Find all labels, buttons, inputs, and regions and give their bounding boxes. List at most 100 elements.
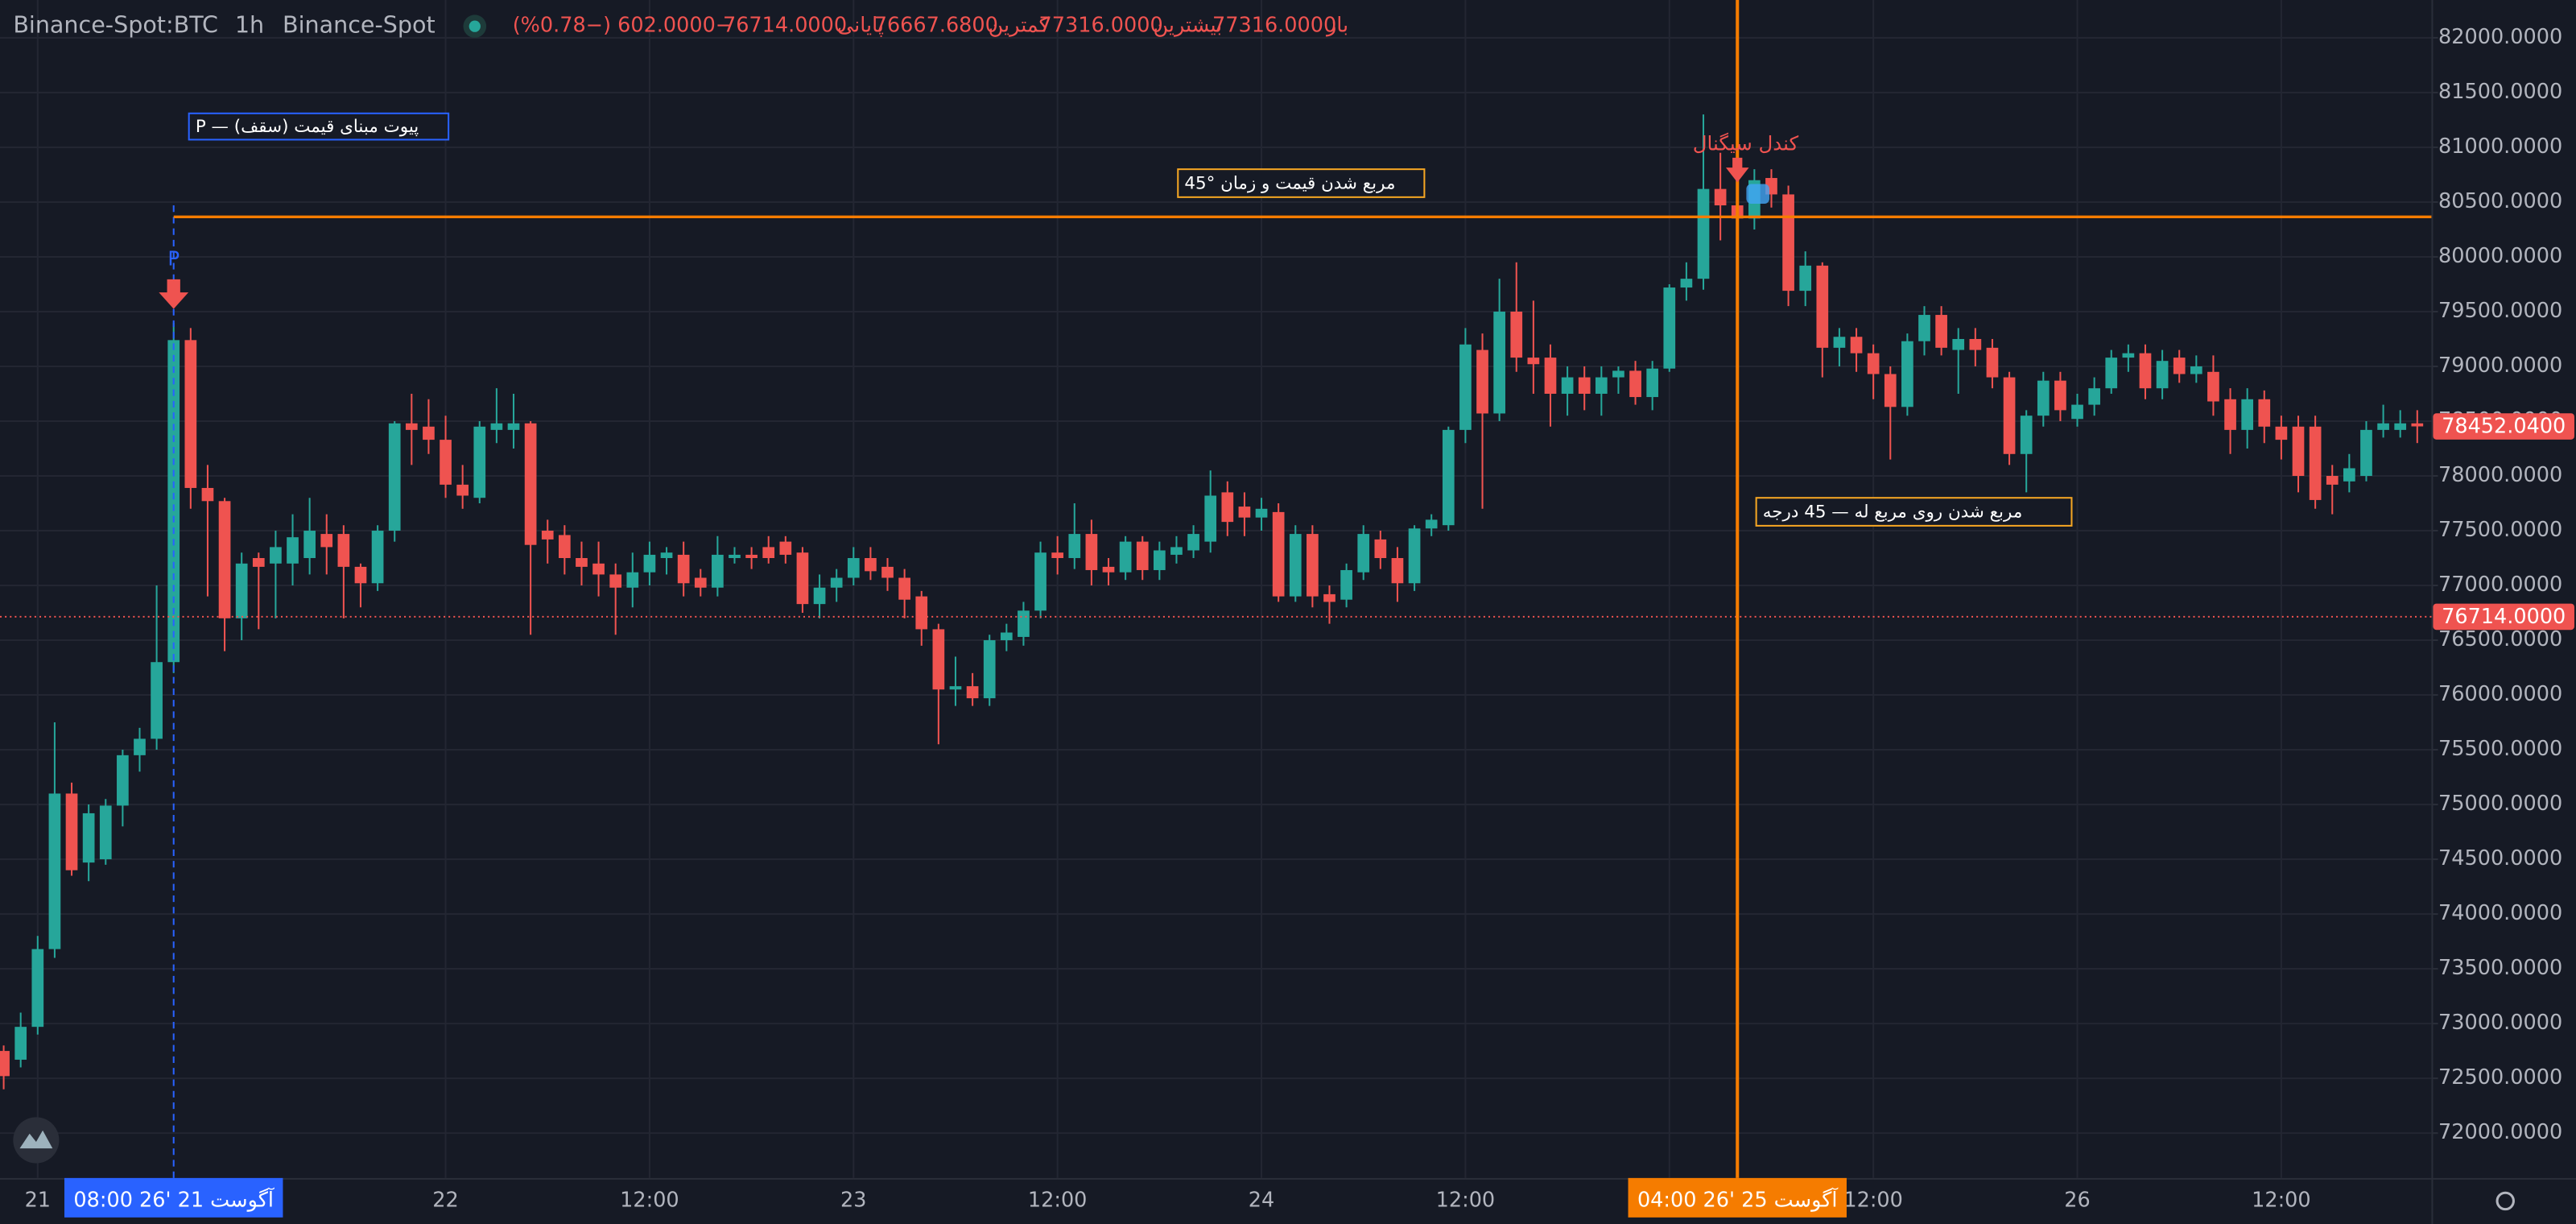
candle-body (2224, 399, 2236, 430)
crosshair-label: 08:00 26' آگوست 21 (73, 1187, 275, 1212)
candle-body (99, 805, 112, 860)
candle-body (1357, 534, 1370, 573)
quote-value: 76714.0000 (723, 14, 847, 38)
candle-body (576, 558, 588, 567)
candle-body (252, 558, 265, 567)
y-tick-label: 82000.0000 (2438, 25, 2562, 49)
candle-body (1154, 550, 1166, 570)
candle-body (1307, 534, 1319, 597)
candle-body (949, 686, 962, 690)
settings-icon[interactable] (2496, 1191, 2515, 1211)
x-tick-label: 12:00 (620, 1188, 679, 1212)
candle-body (151, 662, 163, 739)
candle-body (1680, 279, 1693, 288)
interval: 1h (235, 11, 264, 39)
quote-label: باز (1325, 14, 1348, 38)
candle-body (1816, 265, 1829, 348)
quote-value: 76667.6800 (874, 14, 998, 38)
y-tick-label: 76000.0000 (2438, 682, 2562, 706)
pivot-label: P — پیوت مبنای قیمت (سقف) (196, 117, 419, 137)
candle-body (235, 563, 248, 618)
candle-body (388, 423, 401, 531)
y-tick-label: 74000.0000 (2438, 901, 2562, 925)
candle-body (745, 554, 758, 559)
symbol: Binance-Spot:BTC (13, 11, 218, 39)
candle-body (1527, 358, 1540, 365)
candle-body (270, 547, 282, 564)
x-tick-label: 12:00 (1436, 1188, 1496, 1212)
candle-body (2275, 426, 2288, 440)
candle-body (2105, 358, 2118, 389)
candle-body (1918, 315, 1930, 341)
candle-body (592, 563, 605, 575)
y-tick-label: 75500.0000 (2438, 737, 2562, 761)
y-tick-label: 81500.0000 (2438, 80, 2562, 104)
candle-body (643, 554, 656, 573)
pivot-marker: P (167, 246, 180, 270)
candle-body (2394, 423, 2407, 430)
signal-label: کندل سیگنال (1693, 132, 1799, 155)
candle-body (2054, 380, 2066, 411)
candle-body (524, 423, 537, 545)
candle-body (1799, 265, 1812, 292)
candle-body (201, 487, 214, 502)
candle-body (1629, 370, 1641, 398)
candle-body (1000, 632, 1013, 641)
price-label-box (2433, 413, 2574, 440)
y-tick-label: 77000.0000 (2438, 573, 2562, 597)
candle-body (1187, 534, 1199, 551)
candle-body (1323, 593, 1335, 602)
candle-body (134, 738, 146, 755)
candle-body (2071, 404, 2083, 420)
candle-body (1425, 519, 1438, 529)
candle-body (167, 340, 180, 663)
logo[interactable] (13, 1117, 60, 1164)
candle-body (813, 587, 826, 605)
candle-body (966, 686, 979, 699)
candle-body (1136, 541, 1149, 570)
candle-body (1714, 188, 1727, 206)
logo-icon (19, 1130, 53, 1149)
candle-body (2088, 388, 2100, 405)
candle-body (2309, 426, 2322, 500)
price-label: 78452.0400 (2442, 415, 2566, 439)
candle-body (507, 423, 520, 430)
candle-body (762, 547, 775, 559)
candle-body (1969, 338, 1982, 350)
candle-body (1986, 347, 1999, 378)
y-tick-label: 73500.0000 (2438, 956, 2562, 980)
candle-body (65, 793, 78, 870)
square45-label-box (1755, 497, 2073, 527)
candle-body (1221, 492, 1234, 523)
candle-body (2020, 416, 2033, 454)
candle-body (371, 531, 384, 584)
y-tick-label: 76500.0000 (2438, 627, 2562, 651)
candle-body (847, 558, 860, 578)
candle-body (473, 426, 486, 498)
candle-body (1476, 349, 1488, 414)
candle-body (559, 535, 571, 559)
candle-body (2292, 426, 2305, 476)
logo-badge[interactable] (13, 1117, 60, 1164)
candles (0, 114, 2424, 1090)
candle-body (303, 531, 316, 559)
candle-body (440, 440, 452, 485)
settings[interactable] (2496, 1191, 2515, 1211)
candle-body (1697, 188, 1710, 279)
y-tick-label: 73000.0000 (2438, 1011, 2562, 1035)
square-label: 45° مربع شدن قیمت و زمان (1184, 174, 1395, 194)
candle-body (1018, 610, 1030, 637)
candle-body (729, 554, 741, 559)
x-tick-label: 12:00 (1843, 1188, 1903, 1212)
candle-body (712, 554, 724, 588)
candle-body (779, 541, 792, 555)
candle-body (2122, 353, 2135, 358)
candle-body (1884, 374, 1897, 407)
exchange: Binance-Spot (283, 11, 436, 39)
candle-body (1391, 558, 1404, 584)
candle-body (1204, 495, 1217, 542)
candle-body (1340, 569, 1352, 600)
candle-body (354, 566, 367, 584)
